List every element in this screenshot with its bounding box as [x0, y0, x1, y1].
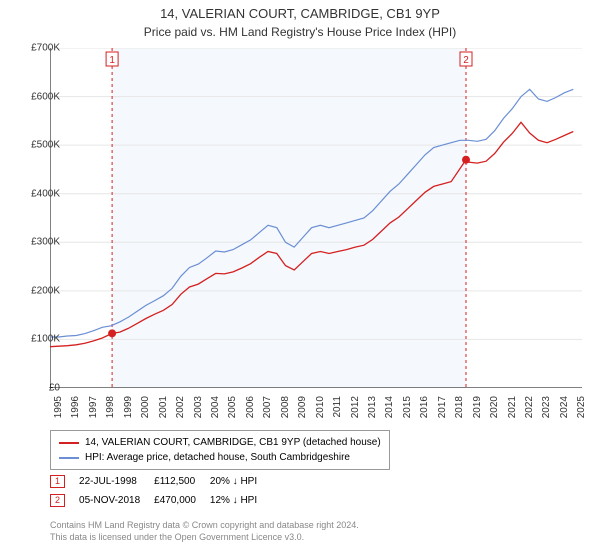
chart-container: 14, VALERIAN COURT, CAMBRIDGE, CB1 9YP P… — [0, 0, 600, 560]
x-tick-label: 2010 — [315, 396, 326, 418]
x-tick-label: 1998 — [105, 396, 116, 418]
y-tick-label: £200K — [15, 285, 60, 296]
legend-label-paid: 14, VALERIAN COURT, CAMBRIDGE, CB1 9YP (… — [85, 435, 381, 450]
chart-subtitle: Price paid vs. HM Land Registry's House … — [0, 23, 600, 43]
x-tick-label: 2022 — [524, 396, 535, 418]
x-tick-label: 2009 — [297, 396, 308, 418]
y-tick-label: £100K — [15, 334, 60, 345]
x-tick-label: 2008 — [280, 396, 291, 418]
x-tick-label: 2007 — [262, 396, 273, 418]
legend-label-hpi: HPI: Average price, detached house, Sout… — [85, 450, 350, 465]
attribution: Contains HM Land Registry data © Crown c… — [50, 520, 359, 543]
x-tick-label: 1997 — [88, 396, 99, 418]
x-tick-label: 2018 — [454, 396, 465, 418]
y-tick-label: £600K — [15, 91, 60, 102]
x-tick-label: 2006 — [245, 396, 256, 418]
legend-swatch-hpi — [59, 457, 79, 459]
y-tick-label: £700K — [15, 43, 60, 54]
legend-item-hpi: HPI: Average price, detached house, Sout… — [59, 450, 381, 465]
sale-delta: 20% ↓ HPI — [210, 472, 271, 491]
table-row: 1 22-JUL-1998 £112,500 20% ↓ HPI — [50, 472, 271, 491]
x-tick-label: 2012 — [350, 396, 361, 418]
x-tick-label: 2000 — [140, 396, 151, 418]
y-tick-label: £500K — [15, 140, 60, 151]
y-tick-label: £300K — [15, 237, 60, 248]
x-tick-label: 2005 — [227, 396, 238, 418]
sale-date: 05-NOV-2018 — [79, 491, 154, 510]
sale-price: £112,500 — [154, 472, 210, 491]
x-tick-label: 1996 — [70, 396, 81, 418]
legend: 14, VALERIAN COURT, CAMBRIDGE, CB1 9YP (… — [50, 430, 390, 470]
marker-badge-1: 1 — [50, 475, 65, 488]
x-tick-label: 1995 — [53, 396, 64, 418]
svg-text:2: 2 — [463, 55, 469, 66]
x-tick-label: 2017 — [437, 396, 448, 418]
sale-date: 22-JUL-1998 — [79, 472, 154, 491]
attribution-line: Contains HM Land Registry data © Crown c… — [50, 520, 359, 532]
x-tick-label: 2004 — [210, 396, 221, 418]
y-tick-label: £0 — [15, 383, 60, 394]
x-tick-label: 2020 — [489, 396, 500, 418]
sale-delta: 12% ↓ HPI — [210, 491, 271, 510]
x-tick-label: 1999 — [123, 396, 134, 418]
x-tick-label: 2011 — [332, 396, 343, 418]
x-tick-label: 2013 — [367, 396, 378, 418]
chart-title: 14, VALERIAN COURT, CAMBRIDGE, CB1 9YP — [0, 0, 600, 23]
x-tick-label: 2014 — [384, 396, 395, 418]
y-tick-label: £400K — [15, 188, 60, 199]
svg-text:1: 1 — [109, 55, 115, 66]
attribution-line: This data is licensed under the Open Gov… — [50, 532, 359, 544]
marker-badge-2: 2 — [50, 494, 65, 507]
x-tick-label: 2024 — [559, 396, 570, 418]
legend-item-paid: 14, VALERIAN COURT, CAMBRIDGE, CB1 9YP (… — [59, 435, 381, 450]
x-tick-label: 2016 — [419, 396, 430, 418]
table-row: 2 05-NOV-2018 £470,000 12% ↓ HPI — [50, 491, 271, 510]
sale-price: £470,000 — [154, 491, 210, 510]
x-tick-label: 2003 — [193, 396, 204, 418]
x-tick-label: 2021 — [507, 396, 518, 418]
x-tick-label: 2019 — [472, 396, 483, 418]
legend-swatch-paid — [59, 442, 79, 444]
sales-table: 1 22-JUL-1998 £112,500 20% ↓ HPI 2 05-NO… — [50, 472, 271, 510]
chart-plot: 12 — [50, 48, 582, 388]
x-tick-label: 2015 — [402, 396, 413, 418]
x-tick-label: 2001 — [158, 396, 169, 418]
x-tick-label: 2002 — [175, 396, 186, 418]
x-tick-label: 2023 — [541, 396, 552, 418]
x-tick-label: 2025 — [576, 396, 587, 418]
chart-area: 12 — [50, 48, 582, 388]
